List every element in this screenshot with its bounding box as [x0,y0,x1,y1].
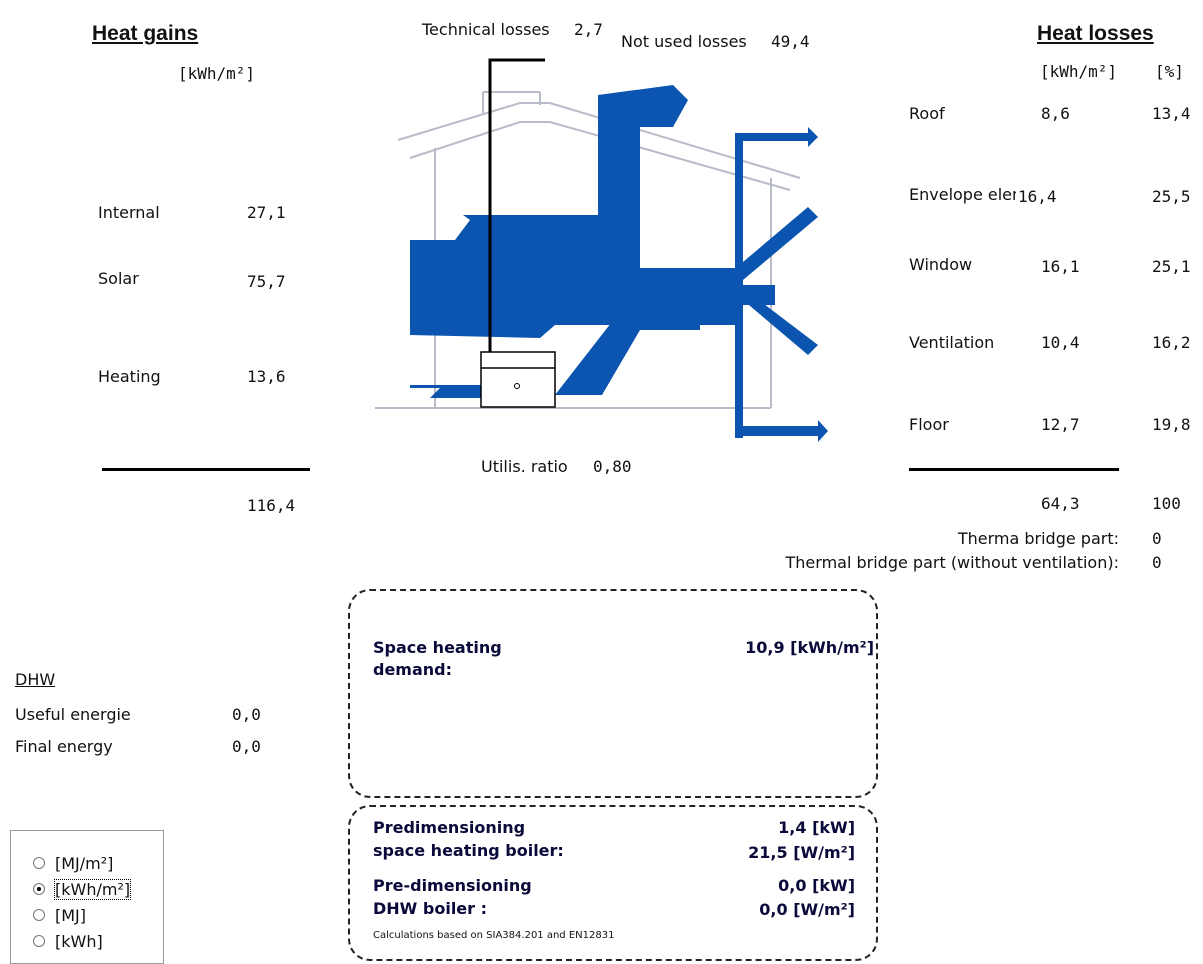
boiler [480,351,556,408]
dhw-useful-value: 0,0 [232,705,261,724]
unit-option-kwh[interactable]: [kWh] [33,929,103,953]
boiler-box [348,805,878,961]
thermal-bridge-nv-label: Thermal bridge part (without ventilation… [785,553,1119,572]
loss-label-window: Window [909,255,973,274]
dhw-title: DHW [15,670,56,689]
dhw-final-value: 0,0 [232,737,261,756]
loss-label-ventilation: Ventilation [909,333,995,352]
dhw-boiler-wm2: 0,0 [W/m²] [759,900,855,919]
loss-label-roof: Roof [909,104,945,123]
losses-unit-pct: [%] [1155,62,1184,81]
gain-label-internal: Internal [98,203,160,222]
unit-option-label: [kWh/m²] [53,878,132,900]
losses-unit-kwh: [kWh/m²] [1040,62,1118,81]
demand-box [348,589,878,798]
loss-value-envelope: 16,4 [1018,187,1057,206]
loss-value-ventilation: 10,4 [1041,333,1080,352]
technical-losses-value: 2,7 [574,20,603,39]
unit-option-kwh-m2[interactable]: [kWh/m²] [33,877,132,901]
loss-pct-ventilation: 16,2 [1152,333,1191,352]
gain-value-heating: 13,6 [247,367,286,386]
loss-pct-envelope: 25,5 [1152,187,1191,206]
losses-total: 64,3 [1041,494,1080,513]
gains-unit: [kWh/m²] [178,64,256,83]
loss-pct-window: 25,1 [1152,257,1191,276]
heat-boiler-wm2: 21,5 [W/m²] [748,843,855,862]
not-used-losses-value: 49,4 [771,32,810,51]
loss-value-roof: 8,6 [1041,104,1070,123]
calculation-footnote: Calculations based on SIA384.201 and EN1… [373,930,615,941]
gain-value-internal: 27,1 [247,203,286,222]
gains-total: 116,4 [247,496,296,515]
dhw-final-label: Final energy [15,737,113,756]
demand-label-line2: demand: [373,660,453,679]
dhw-boiler-kw: 0,0 [kW] [778,876,855,895]
loss-label-floor: Floor [909,415,949,434]
unit-option-label: [MJ] [55,905,87,925]
demand-value: 10,9 [kWh/m²] [745,638,874,657]
loss-label-envelope: Envelope eleme [909,185,1016,204]
radio-button[interactable] [33,857,45,869]
loss-pct-floor: 19,8 [1152,415,1191,434]
loss-pct-roof: 13,4 [1152,104,1191,123]
thermal-bridge-label: Therma bridge part: [957,529,1119,548]
radio-button[interactable] [33,935,45,947]
loss-value-window: 16,1 [1041,257,1080,276]
losses-total-rule [909,468,1119,471]
technical-loss-line [488,58,545,355]
heat-boiler-kw: 1,4 [kW] [778,818,855,837]
unit-selector: [MJ/m²] [kWh/m²] [MJ] [kWh] [10,830,164,964]
not-used-losses-label: Not used losses [621,32,747,51]
loss-value-floor: 12,7 [1041,415,1080,434]
heat-losses-title: Heat losses [1037,22,1154,45]
gain-label-solar: Solar [98,269,139,288]
gain-value-solar: 75,7 [247,272,286,291]
gains-total-rule [102,468,310,471]
losses-total-pct: 100 [1152,494,1181,513]
heat-boiler-label-line1: Predimensioning [373,818,526,837]
unit-option-mj[interactable]: [MJ] [33,903,86,927]
technical-losses-label: Technical losses [422,20,550,39]
unit-option-label: [MJ/m²] [55,853,114,873]
demand-label-line1: Space heating [373,638,502,657]
gain-label-heating: Heating [98,367,161,386]
radio-button-selected[interactable] [33,883,45,895]
unit-option-label: [kWh] [55,931,103,951]
heat-boiler-label-line2: space heating boiler: [373,841,564,860]
heat-gains-title: Heat gains [92,22,199,45]
utilisation-ratio-label: Utilis. ratio [481,457,568,476]
radio-button[interactable] [33,909,45,921]
thermal-bridge-nv-value: 0 [1152,553,1162,572]
thermal-bridge-value: 0 [1152,529,1162,548]
unit-option-mj-m2[interactable]: [MJ/m²] [33,851,113,875]
utilisation-ratio-value: 0,80 [593,457,632,476]
dhw-boiler-label-line1: Pre-dimensioning [373,876,532,895]
heat-flows [410,85,828,442]
dhw-useful-label: Useful energie [15,705,131,724]
dhw-boiler-label-line2: DHW boiler : [373,899,488,918]
